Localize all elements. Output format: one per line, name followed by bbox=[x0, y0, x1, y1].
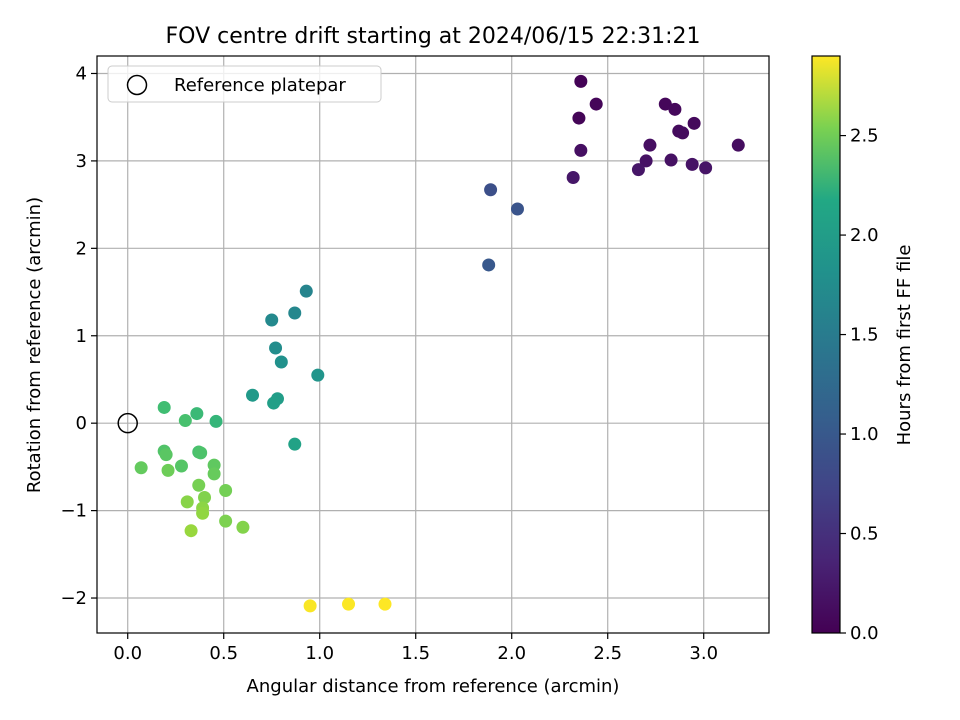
legend-box bbox=[107, 65, 382, 103]
x-tick-label: 2.0 bbox=[497, 643, 526, 664]
data-point bbox=[274, 355, 288, 369]
data-point bbox=[159, 448, 173, 462]
y-tick-label: 3 bbox=[76, 151, 87, 172]
scatter-points bbox=[134, 74, 745, 613]
data-point bbox=[643, 138, 657, 152]
data-point bbox=[219, 514, 233, 528]
data-point bbox=[482, 258, 496, 272]
data-point bbox=[510, 202, 524, 216]
x-tick-label: 1.0 bbox=[305, 643, 334, 664]
data-point bbox=[288, 306, 302, 320]
data-point bbox=[198, 490, 212, 504]
data-point bbox=[192, 478, 206, 492]
data-point bbox=[265, 313, 279, 327]
data-point bbox=[574, 74, 588, 88]
data-point bbox=[311, 368, 325, 382]
data-point bbox=[668, 102, 682, 116]
plot-frame bbox=[96, 55, 770, 634]
data-point bbox=[269, 341, 283, 355]
data-point bbox=[157, 400, 171, 414]
data-point bbox=[687, 116, 701, 130]
data-point bbox=[639, 154, 653, 168]
x-tick-label: 1.5 bbox=[401, 643, 430, 664]
colorbar-tick-label: 2.0 bbox=[850, 225, 879, 246]
x-axis-label: Angular distance from reference (arcmin) bbox=[247, 676, 620, 697]
y-tick-label: −1 bbox=[60, 501, 87, 522]
data-point bbox=[484, 183, 498, 197]
data-point bbox=[194, 446, 208, 460]
data-point bbox=[685, 157, 699, 171]
colorbar-tick-label: 2.5 bbox=[850, 126, 879, 147]
legend-marker bbox=[126, 74, 148, 96]
data-point bbox=[574, 143, 588, 157]
chart-title: FOV centre drift starting at 2024/06/15 … bbox=[166, 24, 701, 49]
data-point bbox=[207, 467, 221, 481]
data-point bbox=[303, 599, 317, 613]
y-tick-label: −2 bbox=[60, 588, 87, 609]
data-point bbox=[190, 407, 204, 421]
data-point bbox=[184, 524, 198, 538]
colorbar-ticks: 0.0 0.5 1.0 1.5 2.0 2.5 bbox=[840, 126, 879, 644]
y-axis-ticks: −2 −1 0 1 2 3 4 bbox=[60, 63, 97, 609]
data-point bbox=[196, 506, 210, 520]
data-point bbox=[566, 171, 580, 185]
x-axis-ticks: 0.0 0.5 1.0 1.5 2.0 2.5 3.0 bbox=[113, 633, 718, 664]
colorbar: 0.0 0.5 1.0 1.5 2.0 2.5 Hours from first FF f… bbox=[811, 55, 915, 644]
data-point bbox=[699, 161, 713, 175]
data-point bbox=[174, 459, 188, 473]
y-axis-label: Rotation from reference (arcmin) bbox=[24, 197, 45, 493]
data-point bbox=[219, 483, 233, 497]
y-tick-label: 0 bbox=[76, 413, 87, 434]
grid-lines bbox=[97, 56, 769, 633]
data-point bbox=[288, 437, 302, 451]
data-point bbox=[378, 597, 392, 611]
x-tick-label: 0.0 bbox=[113, 643, 142, 664]
data-point bbox=[180, 495, 194, 509]
data-point bbox=[676, 126, 690, 140]
x-tick-label: 2.5 bbox=[593, 643, 622, 664]
data-point bbox=[299, 284, 313, 298]
data-point bbox=[342, 597, 356, 611]
y-tick-label: 1 bbox=[76, 326, 87, 347]
colorbar-label: Hours from first FF file bbox=[894, 245, 915, 446]
data-point bbox=[658, 97, 672, 111]
data-point bbox=[631, 163, 645, 177]
legend: Reference platepar bbox=[107, 65, 382, 103]
x-tick-label: 0.5 bbox=[209, 643, 238, 664]
legend-label: Reference platepar bbox=[174, 75, 346, 96]
colorbar-tick-label: 1.5 bbox=[850, 325, 879, 346]
y-tick-label: 2 bbox=[76, 238, 87, 259]
reference-point bbox=[117, 412, 138, 434]
data-point bbox=[236, 520, 250, 534]
data-point bbox=[209, 414, 223, 428]
data-point bbox=[134, 461, 148, 475]
data-point bbox=[161, 463, 175, 477]
colorbar-tick-label: 0.0 bbox=[850, 623, 879, 644]
data-point bbox=[589, 97, 603, 111]
data-point bbox=[664, 153, 678, 167]
data-point bbox=[731, 138, 745, 152]
colorbar-tick-label: 1.0 bbox=[850, 424, 879, 445]
x-tick-label: 3.0 bbox=[689, 643, 718, 664]
data-point bbox=[267, 396, 281, 410]
colorbar-gradient bbox=[811, 55, 841, 634]
data-point bbox=[246, 388, 260, 402]
data-point bbox=[178, 414, 192, 428]
colorbar-tick-label: 0.5 bbox=[850, 524, 879, 545]
data-point bbox=[572, 111, 586, 125]
y-tick-label: 4 bbox=[76, 63, 87, 84]
